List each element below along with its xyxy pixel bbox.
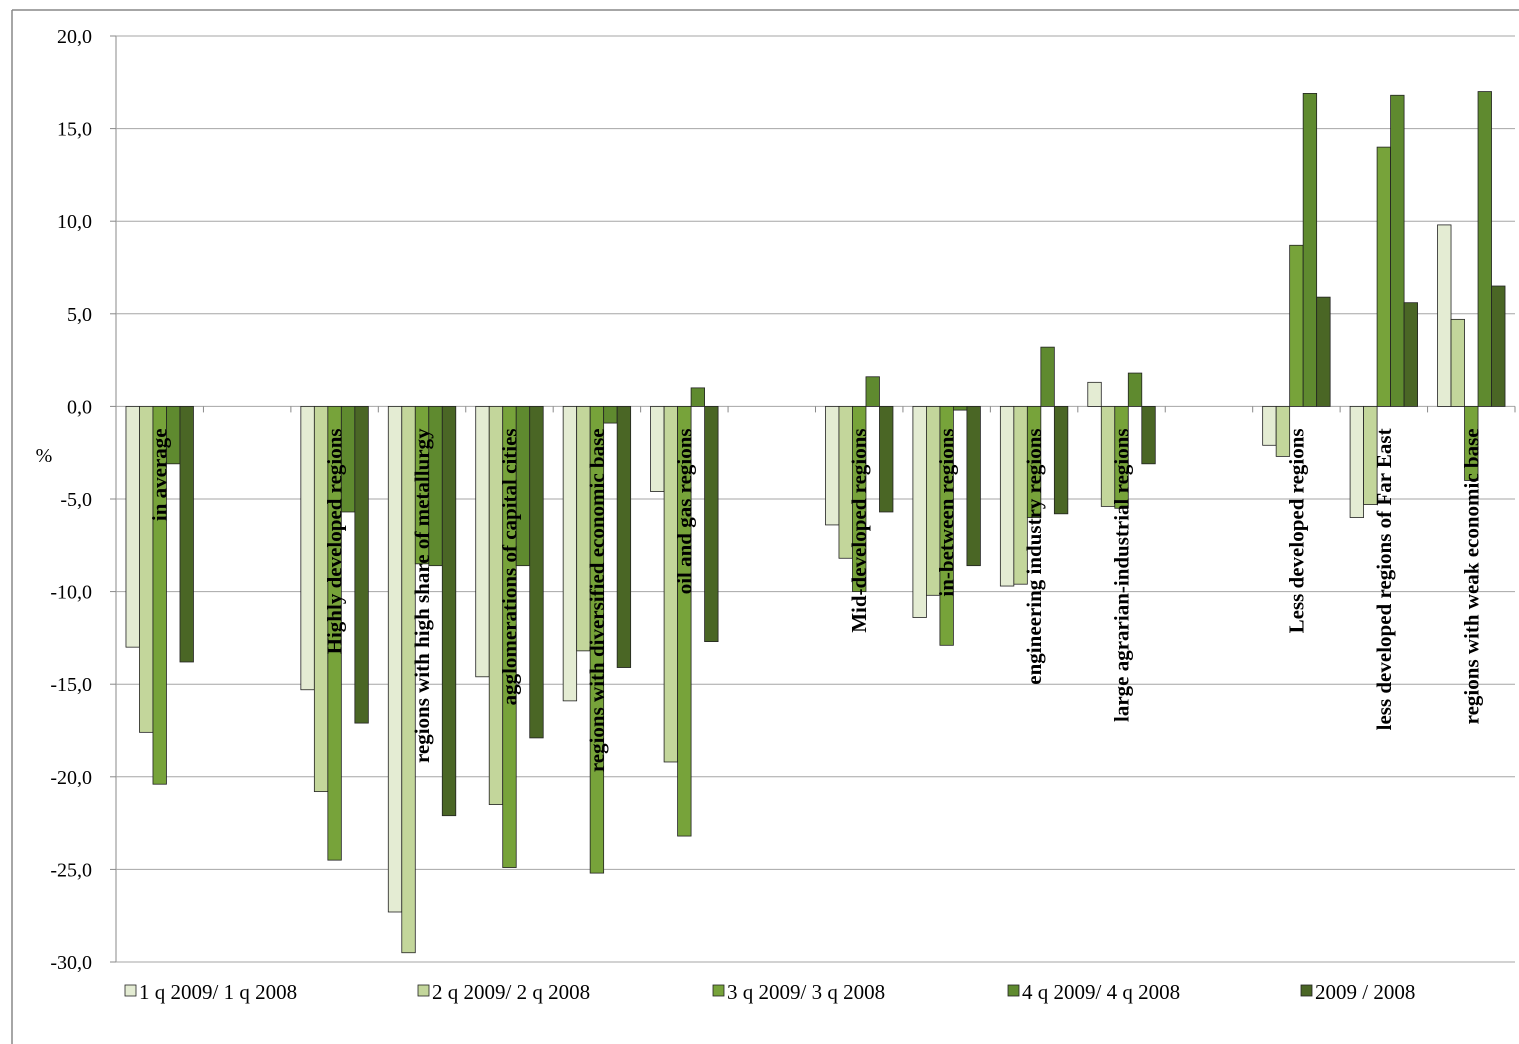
legend-label: 2009 / 2008 [1315,980,1415,1004]
legend-swatch [417,984,430,997]
bar [953,405,968,411]
bar [1262,405,1277,446]
bar [125,405,140,648]
bar [1040,346,1055,407]
bar [562,405,578,702]
x-tick-label: oil and gas regions [672,428,696,594]
bar [1376,146,1391,407]
legend-swatch [1007,984,1020,997]
bar [1464,405,1479,481]
bar [865,376,880,407]
bar [152,405,167,785]
bar [529,405,544,739]
bar [1114,405,1129,509]
y-tick-label: 20,0 [57,26,92,48]
bar [1491,285,1506,407]
bar [616,405,632,668]
bar [300,405,315,691]
x-tick-label: regions with weak economic base [1459,428,1483,724]
bar [179,405,194,663]
bar [825,405,840,526]
bar [1403,302,1418,407]
bar [939,405,954,646]
bar [603,405,618,424]
bar [1316,296,1331,407]
y-tick-label: -25,0 [50,859,92,881]
bar [1053,405,1069,515]
bar [1450,318,1465,407]
bar [999,405,1015,587]
x-tick-label: agglomerations of capital cities [497,428,521,705]
legend-label: 3 q 2009/ 3 q 2008 [727,980,885,1004]
bar [1349,405,1364,518]
x-tick-label: in average [148,428,172,521]
y-axis-label: % [36,445,53,467]
bar [1087,381,1102,407]
bar [852,405,867,592]
legend-label: 1 q 2009/ 1 q 2008 [139,980,297,1004]
y-tick-label: -10,0 [50,582,92,604]
y-tick-label: 5,0 [67,304,92,326]
y-tick-label: -5,0 [60,489,92,511]
x-tick-label: regions with high share of metallurgy [410,428,434,763]
x-tick-label: engineering industry regions [1022,428,1046,684]
y-tick-label: -15,0 [50,674,92,696]
y-tick-label: 10,0 [57,211,92,233]
bar [1390,94,1405,407]
bar [502,405,517,868]
x-tick-label: large agrarian-industrial regions [1110,428,1134,722]
x-tick-label: less developed regions of Far East [1372,428,1396,730]
bar [401,405,416,954]
legend-label: 4 q 2009/ 4 q 2008 [1022,980,1180,1004]
bar [1141,405,1156,465]
bar [1275,405,1291,457]
bar [475,405,490,678]
legend-label: 2 q 2009/ 2 q 2008 [432,980,590,1004]
y-tick-label: -30,0 [50,952,92,974]
legend-swatch [1300,984,1313,997]
bar [589,405,605,874]
bar [354,405,369,724]
bar [650,405,665,492]
x-tick-label: Less developed regions [1284,428,1308,633]
bar [441,405,457,817]
legend-swatch [712,984,725,997]
bar [1127,372,1143,407]
bar [1026,405,1042,518]
x-tick-label: regions with diversified economic base [585,428,609,772]
y-tick-label: 15,0 [57,119,92,141]
y-tick-label: 0,0 [67,396,92,418]
bar [327,405,342,861]
bar [1363,405,1378,505]
bar [704,405,719,643]
bar [1437,224,1452,407]
bar [1302,93,1318,407]
y-tick-label: -20,0 [50,767,92,789]
bar [912,405,927,618]
bar [1477,91,1492,407]
bar [690,387,705,407]
legend-swatch [124,984,137,997]
bar [1289,244,1304,407]
bar [677,405,692,837]
bar [387,405,403,913]
x-tick-label: Highly developed regions [323,428,347,654]
x-tick-label: Mid-developed regions [847,428,871,632]
x-tick-label: in-between regions [935,428,959,596]
bar [879,405,894,513]
bar [966,405,981,567]
